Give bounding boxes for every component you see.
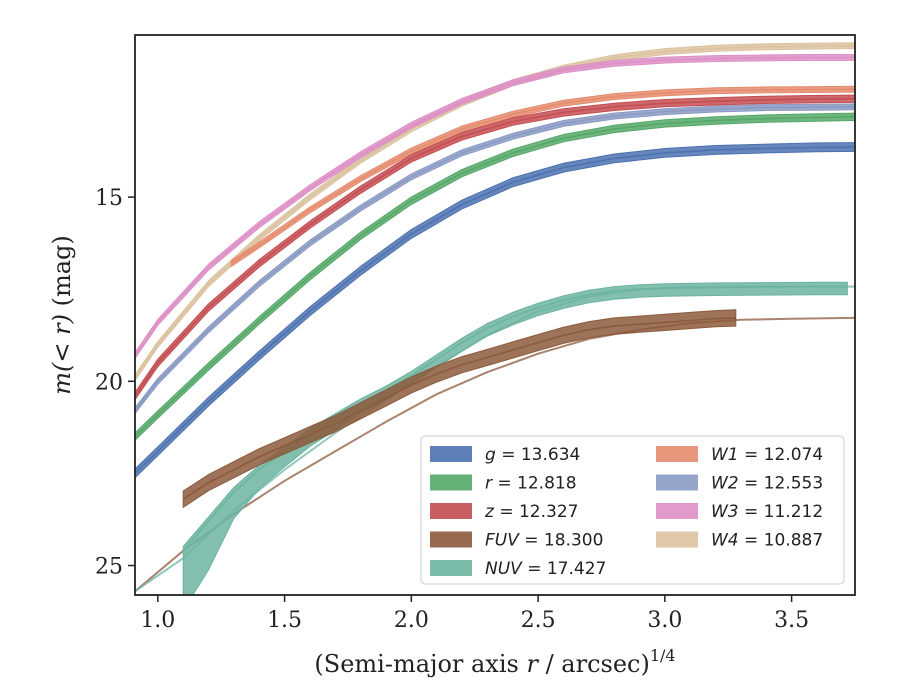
- plot-frame: [134, 34, 856, 596]
- legend-swatch-w1: [656, 446, 698, 462]
- series-layer: [135, 42, 855, 595]
- legend: g = 13.634 r = 12.818 z = 12.327 FUV = 18.3…: [420, 435, 845, 585]
- legend-label-g: g = 13.634: [485, 445, 580, 465]
- series-r-line: [135, 116, 855, 438]
- series-g-line: [135, 146, 855, 474]
- y-tick-label: 20: [95, 370, 123, 395]
- x-tick-label: 2.5: [521, 608, 556, 633]
- x-tick-label: 3.5: [774, 608, 809, 633]
- legend-label-w4: W4 = 10.887: [711, 531, 823, 551]
- series-w2-band: [135, 103, 855, 415]
- legend-label-r: r = 12.818: [485, 474, 577, 494]
- y-tick-label: 15: [95, 186, 123, 211]
- series-w2-line: [135, 106, 855, 412]
- x-tick-label: 3.0: [647, 608, 682, 633]
- legend-swatch-fuv: [430, 531, 472, 548]
- x-tick-label: 1.5: [267, 608, 302, 633]
- series-fuv-line: [182, 317, 736, 500]
- series-w1-band: [230, 85, 855, 268]
- series-r-band: [135, 112, 855, 441]
- legend-swatch-z: [430, 503, 472, 519]
- legend-swatch-r: [430, 474, 472, 491]
- legend-label-nuv: NUV = 17.427: [485, 559, 606, 579]
- series-w3-line: [135, 56, 855, 356]
- y-axis-label: m(< r) (mag): [48, 235, 76, 395]
- x-tick-label: 1.0: [140, 608, 175, 633]
- legend-frame: [420, 435, 845, 585]
- x-axis-label: (Semi-major axis r / arcsec)1/4: [314, 646, 675, 678]
- series-fuv-band: [182, 309, 737, 509]
- x-tick-label: 2.0: [394, 608, 429, 633]
- legend-label-z: z = 12.327: [484, 502, 578, 522]
- x-axis-ticks: 1.0 1.5 2.0 2.5 3.0 3.5: [140, 595, 809, 633]
- series-z-line: [135, 97, 855, 397]
- series-w1-line: [230, 88, 855, 265]
- series-w3-band: [135, 54, 855, 360]
- y-axis-ticks: 15 20 25: [95, 186, 135, 580]
- y-tick-label: 25: [95, 555, 123, 580]
- legend-swatch-w2: [656, 474, 698, 491]
- legend-swatch-w4: [656, 531, 698, 548]
- legend-swatch-w3: [656, 503, 698, 519]
- legend-label-w3: W3 = 11.212: [711, 502, 823, 522]
- legend-label-w1: W1 = 12.074: [711, 445, 823, 465]
- legend-label-w2: W2 = 12.553: [711, 474, 823, 494]
- legend-swatch-g: [430, 446, 472, 462]
- legend-swatch-nuv: [430, 560, 472, 576]
- series-g-band: [135, 142, 855, 479]
- legend-label-fuv: FUV = 18.300: [485, 531, 603, 551]
